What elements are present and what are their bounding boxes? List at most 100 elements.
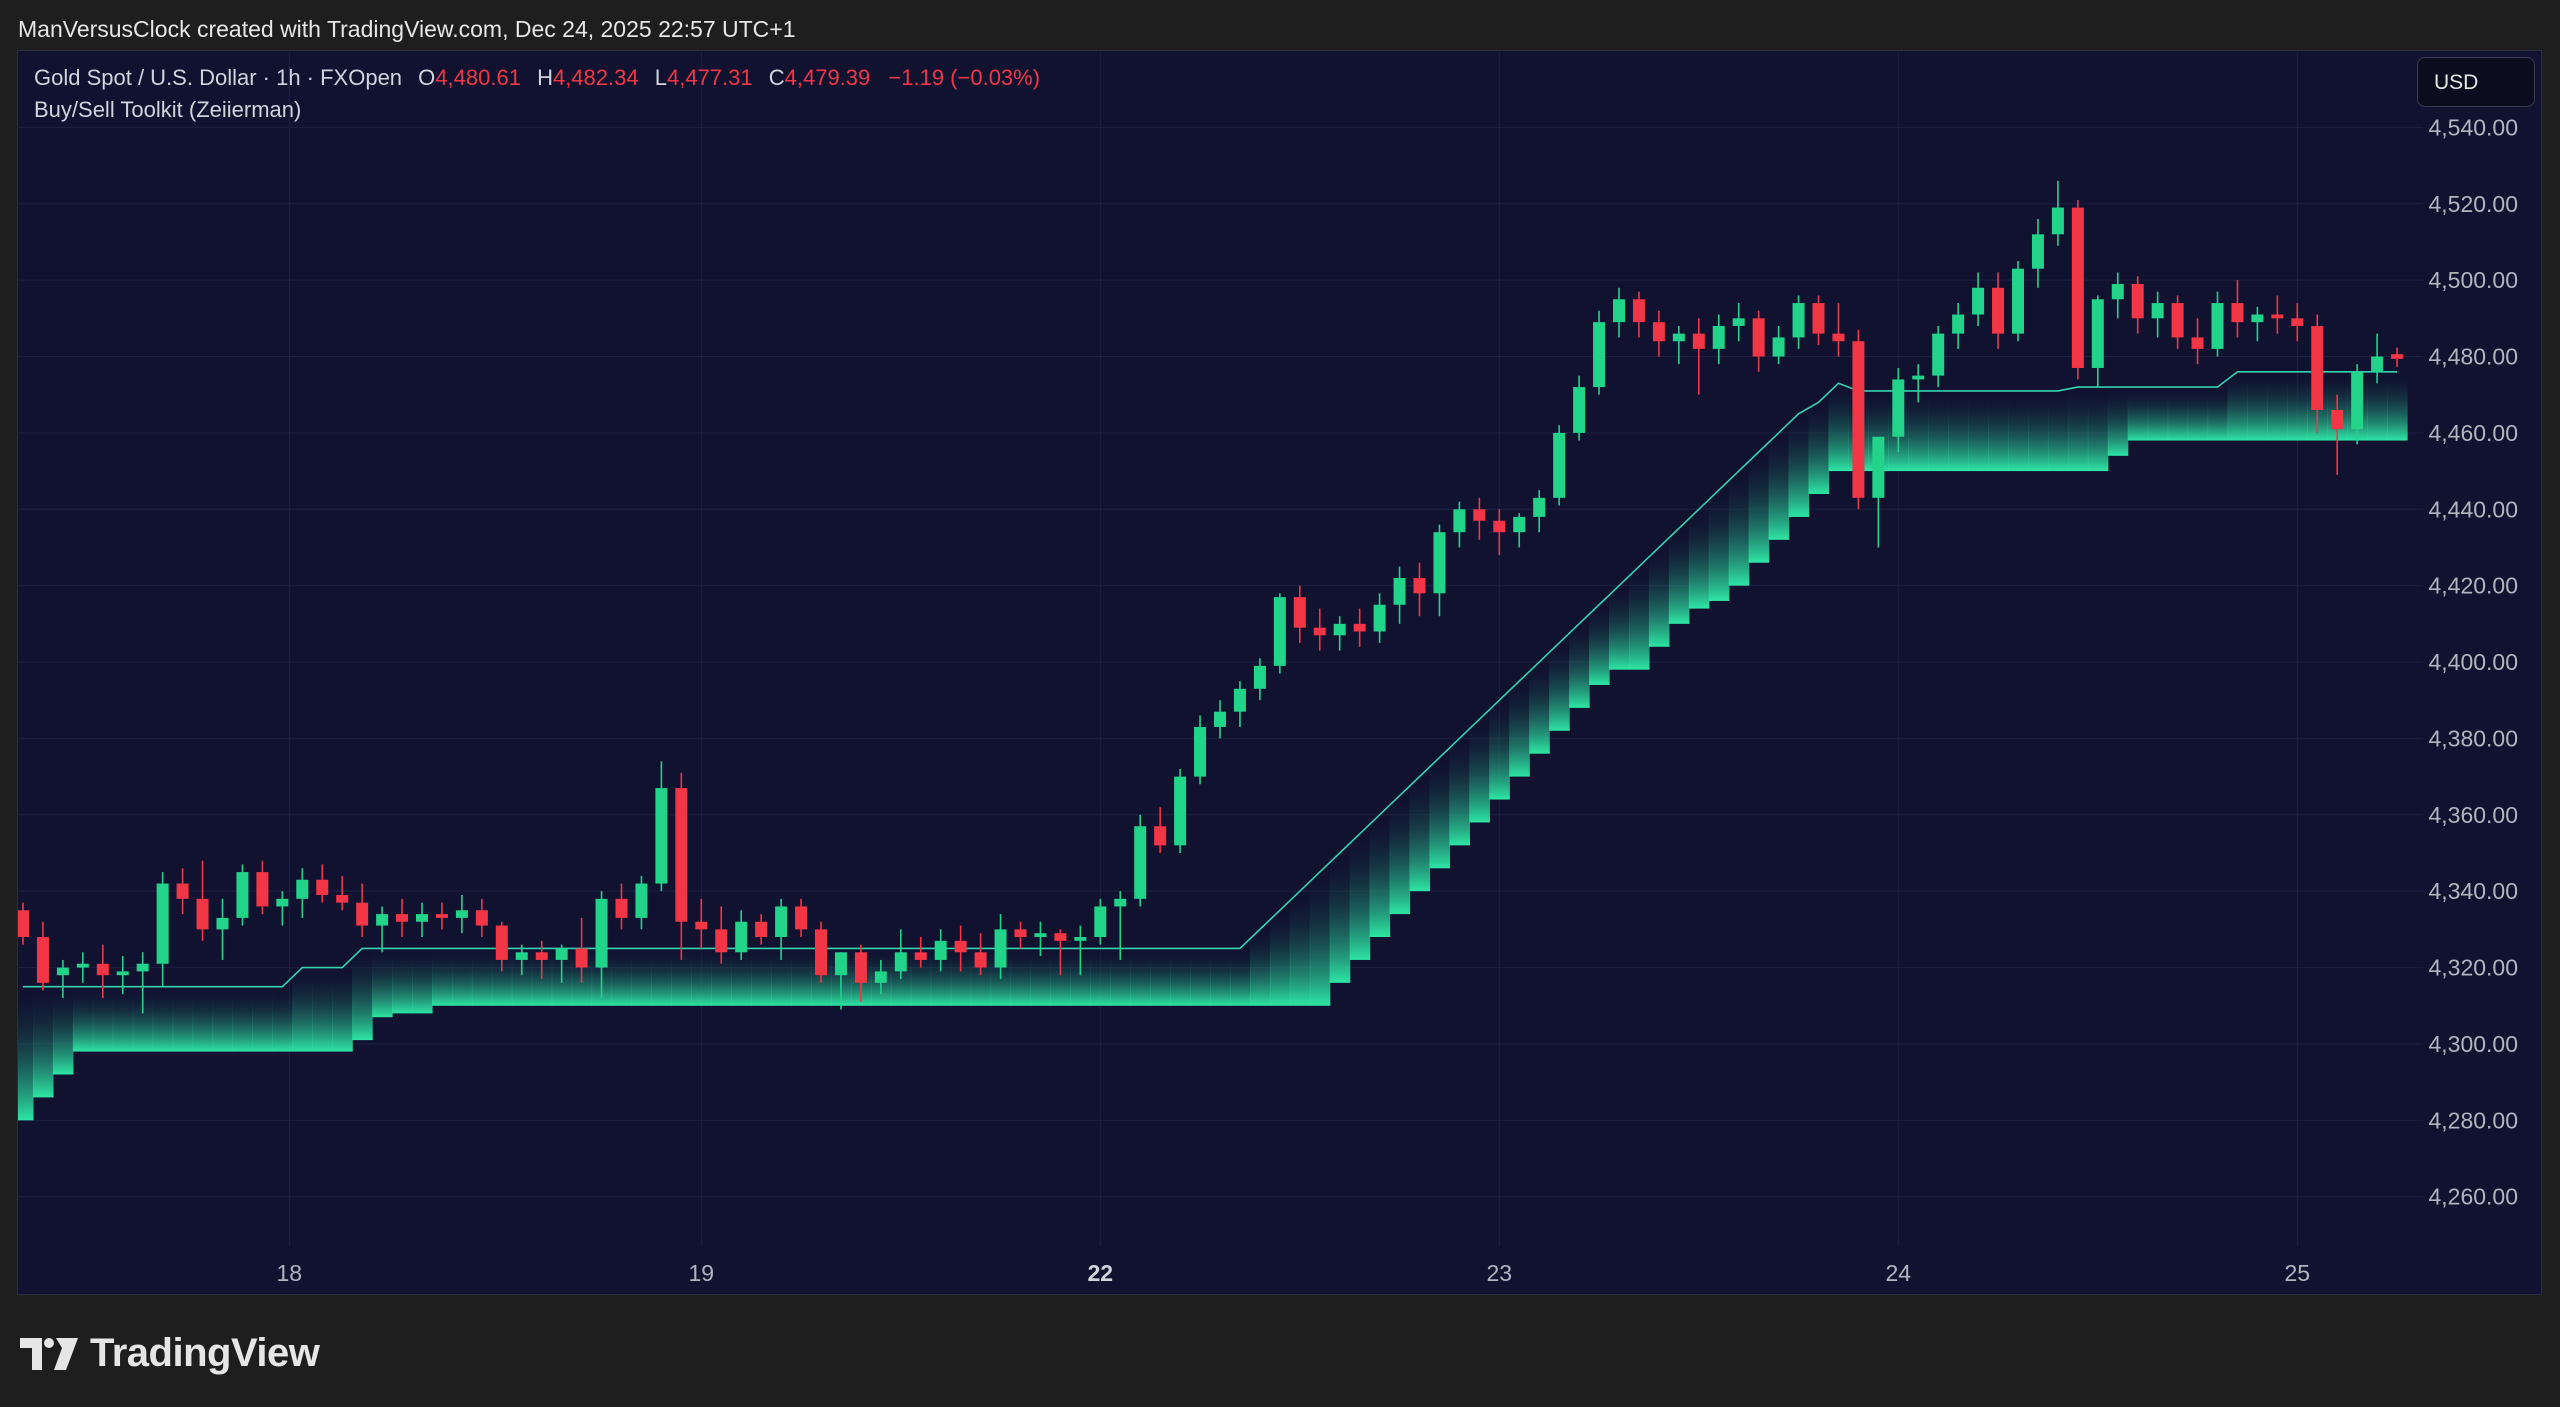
candle-body [2331,409,2344,430]
support-band-segment [1369,814,1391,938]
brand-name: TradingView [90,1331,320,1375]
y-tick-label: 4,340.00 [2428,878,2518,904]
candle-body [1273,597,1286,666]
candle-body [735,921,748,953]
price-chart[interactable]: 4,260.00 4,280.00 4,300.00 4,320.00 4,340.00… [18,51,2542,1295]
support-band-segment [1150,948,1171,1006]
support-band-segment [1269,910,1291,1006]
y-tick-label: 4,300.00 [2428,1031,2518,1057]
candle-body [1293,597,1306,628]
candle-body [56,967,69,976]
support-band-segment [930,948,952,1006]
currency-button[interactable]: USD [2417,57,2535,107]
candle-body [615,898,628,918]
y-tick-label: 4,460.00 [2428,420,2518,446]
support-band-segment [1788,413,1810,517]
footer: TradingView [0,1295,2560,1407]
candle-body [1772,337,1785,357]
support-band-segment [1190,948,1211,1006]
support-band-segment [1449,738,1470,846]
support-band-segment [950,948,972,1006]
support-band-segment [1748,451,1770,563]
candle-body [815,929,827,976]
support-band-segment [2387,371,2408,441]
candle-body [1952,314,1965,334]
candle-body [2071,207,2084,368]
tradingview-logo-icon [20,1337,78,1370]
support-band-segment [691,948,712,1006]
candle-body [1154,826,1167,846]
candle-body [1034,933,1047,938]
support-band-segment [2067,387,2089,472]
support-band-segment [2227,371,2249,441]
candle-body [1214,711,1226,727]
candle-body [1134,826,1147,899]
support-band-segment [1289,891,1311,1006]
support-band-segment [2147,387,2169,441]
candle-body [316,879,329,896]
close-label: C [768,65,785,90]
attribution-text: ManVersusClock created with TradingView.… [18,16,796,42]
support-band-segment [1589,604,1610,685]
candle-body [1672,333,1685,342]
support-band-segment [172,986,194,1052]
candle-body [216,917,229,930]
candle-body [974,952,987,968]
candle-body [1094,906,1107,938]
support-band-segment [1070,948,1091,1006]
candle-body [1553,432,1566,498]
candle-body [755,921,768,938]
candle-body [1353,623,1366,632]
candle-body [116,971,129,976]
support-band-segment [1988,390,2009,472]
y-tick-label: 4,360.00 [2428,802,2518,828]
support-band-segment [2287,371,2308,441]
support-band-segment [2167,387,2189,441]
candle-body [1872,436,1885,498]
candle-body [1632,299,1645,323]
candle-body [1832,333,1845,342]
support-band-segment [232,986,254,1052]
candle-body [1253,665,1266,689]
support-band-segment [431,948,453,1006]
support-band-segment [1928,390,1949,472]
support-band-segment [1409,776,1431,892]
candle-body [1892,379,1905,437]
brand[interactable]: TradingView [20,1331,320,1376]
x-tick-label: 19 [689,1260,715,1286]
candle-body [1393,578,1406,605]
candle-body [336,895,349,903]
candle-body [2131,283,2144,319]
candle-body [2051,207,2064,235]
support-band-segment [1429,757,1451,869]
candle-body [236,872,249,918]
candle-body [635,883,648,918]
support-band-segment [1628,566,1650,670]
candle-body [515,952,528,960]
indicator-title: Buy/Sell Toolkit (Zeiierman) [34,97,302,122]
candle-body [675,788,688,922]
y-tick-label: 4,540.00 [2428,114,2518,140]
support-band-segment [332,967,353,1052]
support-band-segment [1229,948,1251,1006]
indicator-legend[interactable]: Buy/Sell Toolkit (Zeiierman) [34,97,301,123]
support-band-segment [2107,387,2129,456]
candle-body [1912,375,1925,380]
support-band-segment [1968,390,1989,472]
support-band-segment [2027,390,2049,472]
x-tick-label: 22 [1088,1260,1114,1286]
support-band-segment [1389,795,1411,915]
candle-body [276,898,289,907]
candle-body [1114,898,1127,907]
chart-panel[interactable]: 4,260.00 4,280.00 4,300.00 4,320.00 4,340.00… [17,50,2542,1295]
support-band-segment [1908,390,1929,472]
candle-body [2211,303,2224,349]
candle-body [1732,318,1745,326]
support-band-segment [152,986,174,1052]
high-label: H [537,65,553,90]
candle-body [555,948,568,960]
candle-body [296,879,309,899]
y-tick-label: 4,480.00 [2428,344,2518,370]
candle-body [695,921,708,930]
candle-body [1313,627,1326,636]
